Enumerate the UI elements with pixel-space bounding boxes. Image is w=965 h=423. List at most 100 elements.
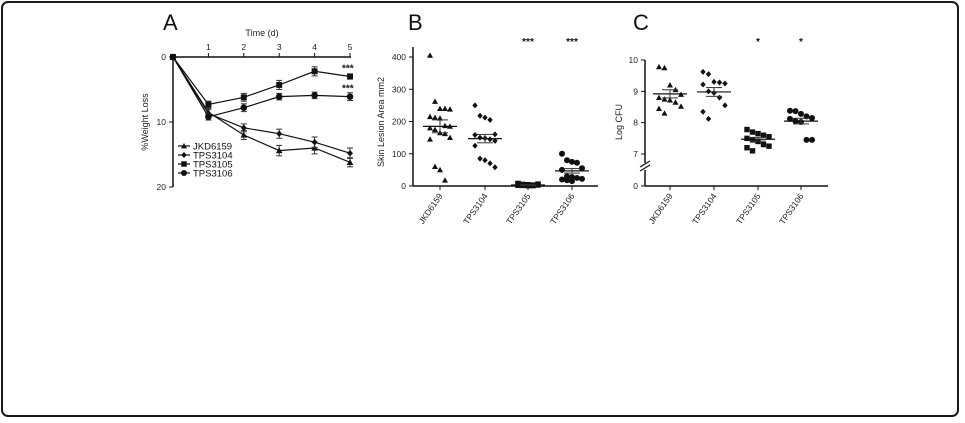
panel-c-point-tps3106 — [803, 136, 810, 143]
panel-a-point-tps3106 — [311, 92, 318, 99]
panel-b-point-tps3104 — [477, 112, 483, 119]
panel-c-ylabel: Log CFU — [614, 104, 624, 140]
panel-a-point-jkd6159 — [240, 131, 248, 138]
panel-c-point-tps3105 — [744, 145, 750, 151]
panel-b-point-tps3106 — [569, 173, 575, 180]
panel-b-x-tick-label: TPS3106 — [548, 191, 577, 226]
panel-c-point-tps3106 — [792, 108, 799, 115]
legend-marker-tps3104 — [181, 152, 187, 158]
panel-c-point-tps3106 — [798, 110, 804, 117]
panel-b-x-tick-label: TPS3104 — [461, 191, 490, 226]
panel-a-point-tps3106 — [205, 113, 212, 121]
panel-a-point-tps3106 — [275, 93, 283, 100]
panel-a-x-tick-label: 2 — [241, 42, 246, 52]
panel-b-point-jkd6159 — [442, 130, 448, 137]
panel-b-point-tps3104 — [487, 136, 493, 143]
panel-b-point-jkd6159 — [442, 177, 448, 183]
panel-a: A Time (d) %Weight Loss 1 2 3 4 5 0 10 20 *** **… — [140, 10, 354, 192]
panel-c-point-jkd6159 — [656, 94, 662, 100]
panel-b-x-tick-label: JKD6159 — [416, 191, 444, 226]
panel-c-point-tps3104 — [700, 68, 706, 75]
panel-b-point-jkd6159 — [437, 115, 443, 121]
panel-a-xlabel: Time (d) — [245, 28, 278, 38]
panel-c-point-tps3105 — [749, 137, 756, 143]
panel-c-point-tps3105 — [749, 148, 756, 154]
panel-b-point-tps3104 — [492, 164, 498, 171]
panel-a-x-tick-label: 4 — [312, 42, 317, 52]
panel-b-significance: *** — [566, 37, 578, 48]
panel-c-y-tick-label: 8 — [633, 118, 638, 128]
panel-c: C Log CFU 0 7 8 9 10 JKD6159 TPS3104 TPS3105 TPS… — [614, 10, 828, 226]
panel-c-point-tps3104 — [716, 79, 723, 86]
panel-c-axis-break-gap — [640, 163, 650, 170]
panel-c-point-tps3106 — [787, 115, 793, 122]
panel-a-point-jkd6159 — [275, 147, 283, 154]
panel-a-point-tps3105 — [347, 73, 353, 80]
panel-b-point-tps3106 — [559, 150, 565, 157]
panel-b-y-tick-label: 200 — [392, 117, 406, 127]
panel-a-point-tps3104 — [347, 149, 353, 157]
panel-a-point-tps3105 — [276, 81, 283, 88]
legend-label-tps3104: TPS3104 — [193, 151, 233, 162]
panel-b-point-tps3106 — [569, 178, 575, 185]
panel-b-point-tps3104 — [482, 157, 488, 164]
panel-a-ylabel: %Weight Loss — [140, 93, 150, 151]
panel-c-point-tps3105 — [760, 141, 767, 148]
panel-a-point-tps3105 — [311, 68, 318, 75]
panel-b-x-tick-label: TPS3105 — [504, 191, 533, 226]
panel-a-point-tps3105 — [240, 94, 247, 101]
panel-b-point-jkd6159 — [437, 105, 443, 111]
panel-c-point-jkd6159 — [656, 105, 662, 111]
panel-c-y-tick-label: 10 — [629, 55, 639, 65]
panel-a-point-tps3104 — [311, 138, 318, 146]
panel-a-x-tick-label: 1 — [206, 42, 211, 52]
panel-a-y-tick-label: 10 — [157, 117, 167, 127]
panel-b-point-tps3106 — [579, 175, 585, 182]
panel-b-point-tps3104 — [477, 155, 483, 162]
panel-b-point-tps3104 — [472, 132, 478, 139]
panel-a-series-line-tps3104 — [172, 56, 351, 154]
panel-a-x-tick-label: 5 — [348, 42, 353, 52]
panel-b-point-tps3106 — [574, 159, 580, 166]
panel-c-point-tps3104 — [705, 71, 712, 78]
panel-c-significance: * — [756, 37, 760, 48]
panel-b-point-tps3106 — [564, 157, 570, 164]
legend-label-jkd6159: JKD6159 — [193, 142, 232, 153]
panel-c-point-jkd6159 — [661, 96, 668, 102]
panel-c-significance: * — [799, 37, 803, 48]
panel-c-point-tps3105 — [755, 130, 761, 137]
panel-c-point-tps3105 — [744, 126, 750, 133]
panel-b-point-tps3104 — [482, 114, 488, 121]
panel-c-point-jkd6159 — [667, 97, 673, 103]
panel-c-point-tps3106 — [809, 114, 815, 121]
panel-letter-a: A — [163, 10, 178, 35]
panel-c-point-tps3104 — [705, 88, 712, 95]
panel-c-axis-break-mark — [639, 160, 651, 168]
panel-b-point-jkd6159 — [427, 52, 433, 58]
panel-a-point-jkd6159 — [346, 159, 354, 165]
panel-b-point-jkd6159 — [427, 124, 433, 131]
panel-a-series-line-tps3105 — [172, 56, 351, 106]
panel-b-point-tps3104 — [472, 102, 478, 109]
panel-c-y-tick-label: 0 — [633, 181, 638, 191]
panel-a-x-tick-label: 3 — [277, 42, 282, 52]
panel-b-point-jkd6159 — [442, 122, 448, 129]
panel-b-point-tps3104 — [472, 142, 478, 149]
panel-b-point-jkd6159 — [427, 113, 433, 120]
panel-c-point-tps3104 — [700, 81, 706, 88]
panel-b-significance: *** — [522, 37, 534, 48]
panel-a-point-tps3106 — [346, 93, 354, 100]
panel-b-point-jkd6159 — [437, 166, 443, 173]
panel-c-point-tps3104 — [716, 94, 723, 101]
panel-b-point-tps3106 — [564, 177, 570, 184]
panel-b-point-tps3106 — [574, 174, 580, 181]
panel-a-point-tps3106 — [169, 53, 177, 61]
panel-b-point-jkd6159 — [432, 98, 438, 104]
legend-marker-tps3105 — [181, 161, 187, 167]
legend-label-tps3106: TPS3106 — [193, 169, 233, 180]
panel-a-series-line-tps3106 — [172, 56, 351, 118]
panel-b-point-tps3104 — [477, 134, 483, 141]
panel-c-point-jkd6159 — [678, 103, 684, 109]
panel-c-point-jkd6159 — [661, 64, 668, 71]
